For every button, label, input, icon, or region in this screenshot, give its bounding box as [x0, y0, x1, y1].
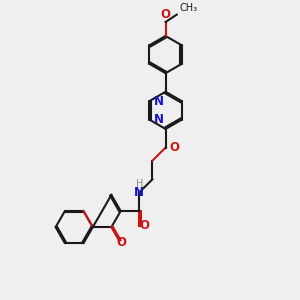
- Text: O: O: [116, 236, 126, 249]
- Text: O: O: [169, 141, 179, 154]
- Text: N: N: [154, 113, 164, 126]
- Text: N: N: [154, 94, 164, 108]
- Text: CH₃: CH₃: [179, 3, 197, 13]
- Text: O: O: [139, 219, 149, 232]
- Text: O: O: [160, 8, 171, 21]
- Text: H: H: [136, 179, 143, 189]
- Text: N: N: [134, 186, 143, 199]
